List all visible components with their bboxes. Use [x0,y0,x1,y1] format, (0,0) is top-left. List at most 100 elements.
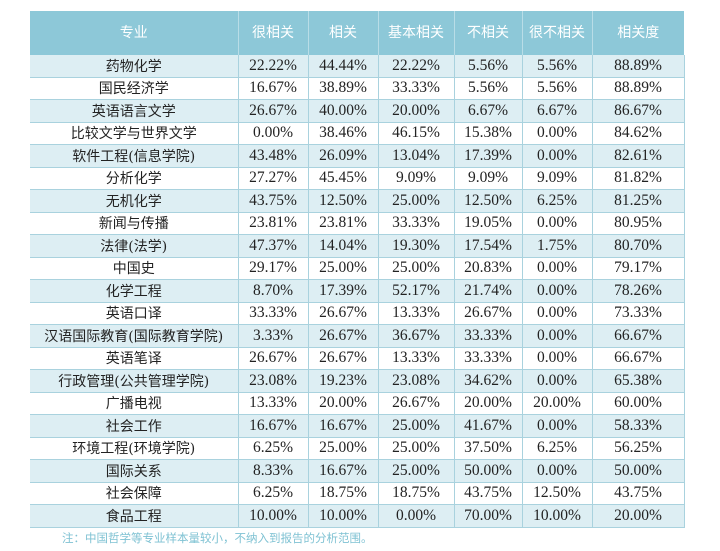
cell-very-relevant: 8.70% [238,279,309,303]
cell-very-relevant: 43.48% [238,144,309,168]
cell-relevance-degree: 81.82% [592,167,685,190]
cell-relevance-degree: 65.38% [592,369,685,393]
cell-very-not-relevant: 9.09% [522,167,593,190]
cell-not-relevant: 5.56% [454,77,523,100]
header-relevant: 相关 [308,11,379,55]
cell-not-relevant: 37.50% [454,437,523,460]
cell-not-relevant: 9.09% [454,167,523,190]
cell-basically-relevant: 22.22% [378,55,455,78]
cell-relevance-degree: 88.89% [592,77,685,100]
cell-very-relevant: 10.00% [238,504,309,528]
cell-very-not-relevant: 0.00% [522,122,593,145]
cell-very-relevant: 13.33% [238,392,309,415]
cell-relevance-degree: 81.25% [592,189,685,213]
cell-relevant: 12.50% [308,189,379,213]
cell-very-not-relevant: 6.25% [522,437,593,460]
cell-not-relevant: 15.38% [454,122,523,145]
cell-major: 国民经济学 [30,77,239,100]
header-very-not-relevant: 很不相关 [522,11,593,55]
header-relevance-degree: 相关度 [592,11,684,55]
cell-basically-relevant: 0.00% [378,504,455,528]
cell-basically-relevant: 13.33% [378,302,455,325]
cell-major: 分析化学 [30,167,239,190]
cell-basically-relevant: 18.75% [378,482,455,505]
cell-relevant: 23.81% [308,212,379,235]
cell-relevance-degree: 56.25% [592,437,685,460]
cell-relevant: 16.67% [308,414,379,438]
table-row: 化学工程 8.70% 17.39% 52.17% 21.74% 0.00% 78.26% [30,279,685,303]
cell-major: 环境工程(环境学院) [30,437,239,460]
table-row: 分析化学 27.27% 45.45% 9.09% 9.09% 9.09% 81.82% [30,167,685,190]
cell-relevant: 26.67% [308,302,379,325]
cell-basically-relevant: 19.30% [378,234,455,258]
cell-major: 社会保障 [30,482,239,505]
cell-basically-relevant: 36.67% [378,324,455,348]
cell-relevance-degree: 80.70% [592,234,685,258]
cell-major: 软件工程(信息学院) [30,144,239,168]
cell-not-relevant: 12.50% [454,189,523,213]
cell-very-relevant: 22.22% [238,55,309,78]
cell-relevant: 38.46% [308,122,379,145]
header-very-relevant: 很相关 [238,11,309,55]
cell-basically-relevant: 9.09% [378,167,455,190]
cell-very-not-relevant: 0.00% [522,144,593,168]
cell-very-not-relevant: 20.00% [522,392,593,415]
cell-very-not-relevant: 0.00% [522,347,593,370]
cell-very-relevant: 33.33% [238,302,309,325]
table-header-row: 专业 很相关 相关 基本相关 不相关 很不相关 相关度 [30,11,684,55]
cell-relevance-degree: 79.17% [592,257,685,280]
cell-very-relevant: 26.67% [238,99,309,123]
cell-very-not-relevant: 0.00% [522,324,593,348]
cell-very-relevant: 27.27% [238,167,309,190]
table-row: 国际关系 8.33% 16.67% 25.00% 50.00% 0.00% 50.00% [30,459,685,483]
cell-relevant: 18.75% [308,482,379,505]
cell-relevant: 10.00% [308,504,379,528]
cell-very-relevant: 8.33% [238,459,309,483]
cell-basically-relevant: 13.04% [378,144,455,168]
cell-basically-relevant: 25.00% [378,437,455,460]
table-row: 社会工作 16.67% 16.67% 25.00% 41.67% 0.00% 58.33% [30,414,685,438]
cell-relevance-degree: 58.33% [592,414,685,438]
header-not-relevant: 不相关 [454,11,523,55]
cell-very-relevant: 43.75% [238,189,309,213]
cell-not-relevant: 26.67% [454,302,523,325]
cell-basically-relevant: 20.00% [378,99,455,123]
cell-relevance-degree: 80.95% [592,212,685,235]
cell-very-not-relevant: 6.67% [522,99,593,123]
cell-very-not-relevant: 0.00% [522,414,593,438]
cell-basically-relevant: 52.17% [378,279,455,303]
cell-not-relevant: 70.00% [454,504,523,528]
cell-relevance-degree: 88.89% [592,55,685,78]
header-basically-relevant: 基本相关 [378,11,455,55]
cell-basically-relevant: 13.33% [378,347,455,370]
cell-basically-relevant: 33.33% [378,77,455,100]
cell-very-relevant: 23.81% [238,212,309,235]
cell-major: 行政管理(公共管理学院) [30,369,239,393]
header-major: 专业 [30,11,239,55]
cell-very-not-relevant: 0.00% [522,212,593,235]
table-row: 汉语国际教育(国际教育学院) 3.33% 26.67% 36.67% 33.33% 0.0… [30,324,685,348]
cell-not-relevant: 41.67% [454,414,523,438]
cell-major: 新闻与传播 [30,212,239,235]
cell-very-not-relevant: 1.75% [522,234,593,258]
cell-major: 无机化学 [30,189,239,213]
table-row: 英语语言文学 26.67% 40.00% 20.00% 6.67% 6.67% 86.67% [30,99,685,123]
cell-very-not-relevant: 0.00% [522,459,593,483]
cell-major: 比较文学与世界文学 [30,122,239,145]
cell-relevance-degree: 20.00% [592,504,685,528]
cell-not-relevant: 33.33% [454,324,523,348]
cell-relevance-degree: 73.33% [592,302,685,325]
cell-major: 汉语国际教育(国际教育学院) [30,324,239,348]
table-row: 行政管理(公共管理学院) 23.08% 19.23% 23.08% 34.62% 0.00… [30,369,685,393]
cell-relevance-degree: 43.75% [592,482,685,505]
cell-not-relevant: 43.75% [454,482,523,505]
cell-relevance-degree: 50.00% [592,459,685,483]
cell-not-relevant: 20.83% [454,257,523,280]
cell-relevant: 17.39% [308,279,379,303]
cell-very-not-relevant: 5.56% [522,77,593,100]
cell-major: 中国史 [30,257,239,280]
cell-major: 社会工作 [30,414,239,438]
cell-very-relevant: 3.33% [238,324,309,348]
cell-basically-relevant: 33.33% [378,212,455,235]
table-row: 国民经济学 16.67% 38.89% 33.33% 5.56% 5.56% 88.89% [30,77,685,100]
